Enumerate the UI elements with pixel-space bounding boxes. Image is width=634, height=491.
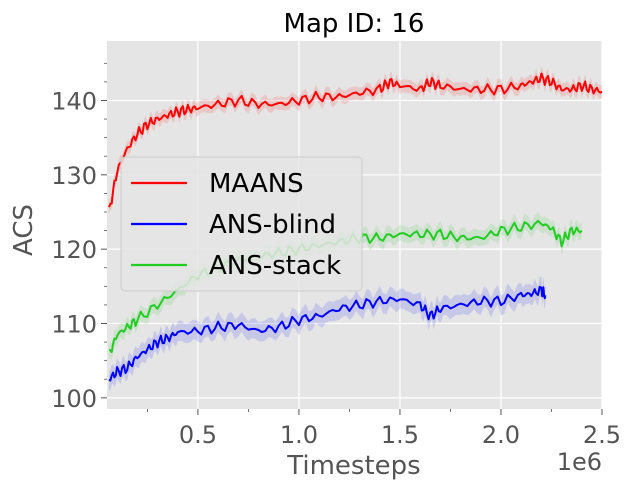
legend-label: ANS-blind xyxy=(209,210,336,240)
x-tick-label: 2.5 xyxy=(583,421,621,449)
x-tick-label: 0.5 xyxy=(179,421,217,449)
axis-ticks: 100 110 120 130 140 0.5 1.0 1.5 2.0 2.5 xyxy=(51,62,621,449)
legend-label: ANS-stack xyxy=(209,251,341,281)
x-axis-label: Timesteps xyxy=(286,451,420,481)
y-tick-label: 120 xyxy=(51,236,97,264)
legend-box xyxy=(120,156,363,292)
x-tick-label: 1.0 xyxy=(280,421,318,449)
y-tick-label: 130 xyxy=(51,162,97,190)
legend-label: MAANS xyxy=(209,169,304,199)
y-tick-label: 100 xyxy=(51,385,97,413)
band-ans-blind xyxy=(109,276,546,391)
line-ans-blind xyxy=(108,285,547,382)
legend: MAANS ANS-blind ANS-stack xyxy=(120,156,363,292)
y-tick-label: 110 xyxy=(51,311,97,339)
x-tick-label: 2.0 xyxy=(482,421,520,449)
band-maans xyxy=(109,66,602,215)
y-tick-label: 140 xyxy=(51,87,97,115)
x-tick-label: 1.5 xyxy=(381,421,419,449)
line-maans xyxy=(108,72,603,208)
x-axis-offset-label: 1e6 xyxy=(557,448,602,476)
chart-title: Map ID: 16 xyxy=(284,9,425,39)
y-axis-label: ACS xyxy=(9,204,39,256)
